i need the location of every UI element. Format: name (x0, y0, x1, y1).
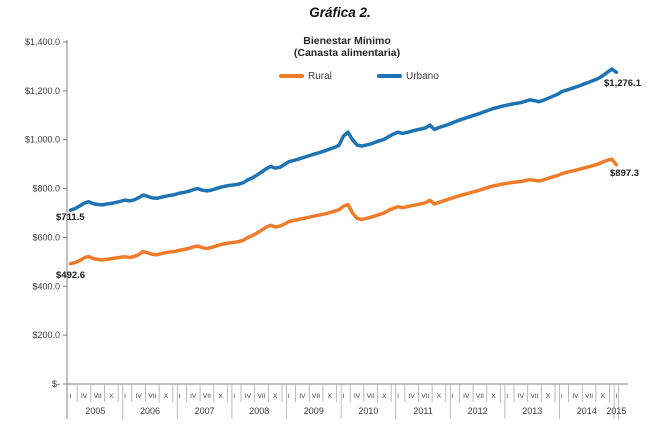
x-month-tick-label: VII (258, 393, 266, 400)
x-month-tick-label: X (437, 393, 442, 400)
y-tick-label: $- (52, 379, 60, 389)
x-month-tick-label: I (342, 393, 344, 400)
rural-line-swatch (279, 74, 304, 78)
x-year-label: 2007 (195, 406, 215, 416)
y-tick-label: $1,200.0 (25, 86, 60, 96)
x-month-tick-label: VII (476, 393, 484, 400)
x-month-tick-label: IV (81, 393, 88, 400)
y-tick-label: $1,000.0 (25, 135, 60, 145)
x-month-tick-label: VII (312, 393, 320, 400)
x-month-tick-label: VII (367, 393, 375, 400)
urbano-line-swatch (377, 74, 402, 78)
rural-start-value-label: $492.6 (56, 270, 86, 281)
y-tick-label: $800.0 (32, 184, 60, 194)
x-year-label: 2009 (304, 406, 324, 416)
y-tick-label: $1,400.0 (25, 37, 60, 47)
x-month-tick-label: X (164, 393, 169, 400)
y-tick-label: $400.0 (32, 281, 60, 291)
rural-end-value-label: $897.3 (610, 168, 640, 179)
x-year-label: 2013 (522, 406, 542, 416)
x-month-tick-label: I (179, 393, 181, 400)
x-month-tick-label: I (233, 393, 235, 400)
y-tick-label: $600.0 (32, 232, 60, 242)
x-month-tick-label: X (546, 393, 551, 400)
x-month-tick-label: I (124, 393, 126, 400)
x-month-tick-label: X (328, 393, 333, 400)
x-month-tick-label: VII (531, 393, 539, 400)
x-month-tick-label: IV (136, 393, 143, 400)
x-year-label: 2005 (85, 406, 105, 416)
x-month-tick-label: I (397, 393, 399, 400)
legend-item-urbano[interactable]: Urbano (377, 69, 439, 83)
series-line-rural (68, 157, 619, 266)
x-month-tick-label: IV (572, 393, 579, 400)
x-month-tick-label: I (288, 393, 290, 400)
urbano-start-value-label: $711.5 (56, 212, 85, 223)
x-month-tick-label: X (273, 393, 278, 400)
x-month-tick-label: IV (299, 393, 306, 400)
legend-label-urbano: Urbano (406, 70, 439, 82)
x-year-label: 2011 (413, 406, 432, 416)
chart-title-line2: (Canasta alimentaria) (293, 47, 401, 59)
x-month-tick-label: VII (94, 393, 102, 400)
x-month-tick-label: VII (203, 393, 211, 400)
x-year-label: 2015 (606, 406, 626, 416)
x-month-tick-label: X (382, 393, 387, 400)
x-month-tick-label: I (561, 393, 563, 400)
page-title: Gráfica 2. (309, 5, 371, 20)
x-month-tick-label: I (452, 393, 454, 400)
x-month-tick-label: I (69, 393, 71, 400)
x-month-tick-label: IV (518, 393, 525, 400)
x-month-tick-label: I (506, 393, 508, 400)
x-month-tick-label: IV (354, 393, 361, 400)
urbano-end-value-label: $1,276.1 (604, 78, 641, 89)
x-year-label: 2010 (358, 406, 378, 416)
x-month-tick-label: VII (148, 393, 156, 400)
x-month-tick-label: X (218, 393, 223, 400)
x-month-tick-label: X (491, 393, 496, 400)
x-month-tick-label: VII (585, 393, 593, 400)
x-month-tick-label: X (601, 393, 606, 400)
chart-title: Bienestar Mínimo (Canasta alimentaria) (67, 35, 627, 59)
x-month-tick-label: VII (421, 393, 429, 400)
y-tick-label: $200.0 (32, 330, 60, 340)
x-month-tick-label: IV (245, 393, 252, 400)
x-month-tick-label: IV (463, 393, 470, 400)
x-year-label: 2008 (249, 406, 269, 416)
x-month-tick-label: I (615, 393, 617, 400)
x-month-tick-label: IV (409, 393, 416, 400)
series-line-urbano (68, 67, 619, 212)
legend-item-rural[interactable]: Rural (279, 69, 332, 83)
x-year-label: 2014 (577, 406, 597, 416)
legend-label-rural: Rural (308, 70, 332, 82)
x-year-label: 2006 (140, 406, 160, 416)
x-month-tick-label: IV (190, 393, 197, 400)
x-year-label: 2012 (468, 406, 488, 416)
x-month-tick-label: X (109, 393, 114, 400)
chart-title-line1: Bienestar Mínimo (303, 35, 391, 47)
